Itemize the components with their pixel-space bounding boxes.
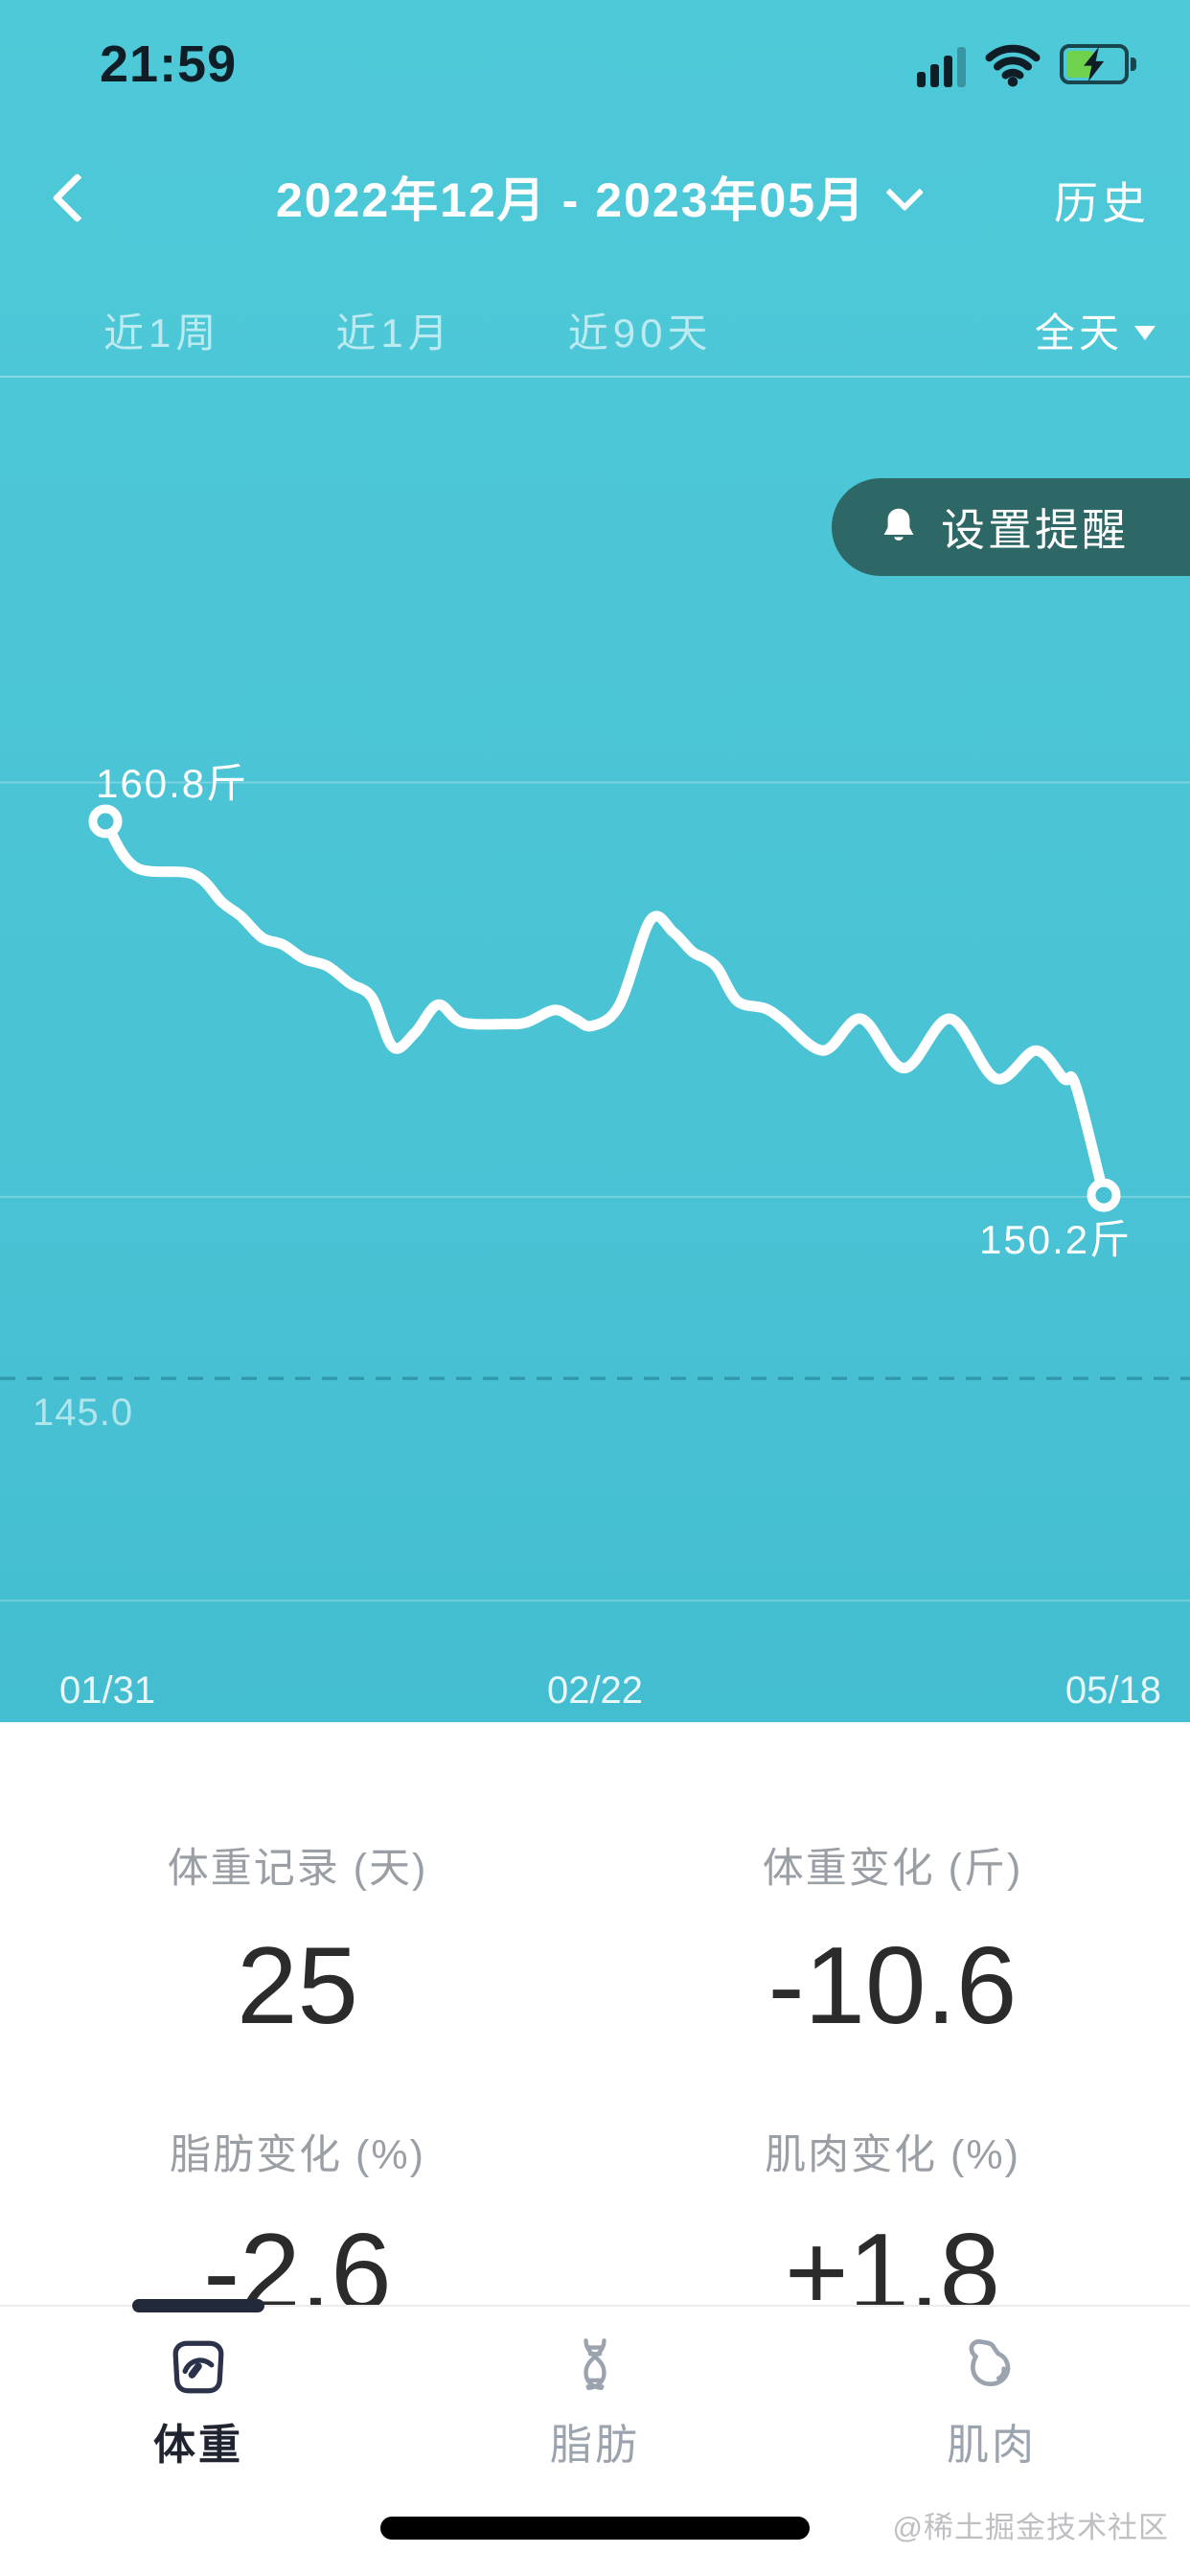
stat-weight-change: 体重变化 (斤) -10.6	[595, 1835, 1190, 2049]
bell-icon	[883, 508, 914, 540]
filter-last-month[interactable]: 近1月	[335, 310, 453, 356]
stat-label: 脂肪变化 (%)	[170, 2132, 425, 2178]
caret-down-icon	[1134, 325, 1156, 340]
stat-label: 体重变化 (斤)	[762, 1846, 1023, 1892]
battery-charging-icon	[1060, 44, 1136, 84]
cellular-signal-icon	[917, 41, 966, 87]
time-of-day-value: 全天	[1034, 310, 1123, 356]
stat-muscle-change: 肌肉变化 (%) +1.8	[595, 2122, 1190, 2335]
watermark: @稀土掘金技术社区	[892, 2511, 1169, 2544]
end-value-label: 150.2斤	[979, 1217, 1133, 1262]
home-indicator[interactable]	[380, 2517, 810, 2540]
start-value-label: 160.8斤	[96, 761, 249, 806]
weight-trend-chart[interactable]: 设置提醒 160.8斤 150.2斤 145.0 01/31 02/22 05/…	[0, 376, 1190, 1724]
filter-last-90-days[interactable]: 近90天	[567, 310, 713, 356]
tab-muscle[interactable]: 肌肉	[793, 2307, 1190, 2472]
date-range-selector[interactable]: 2022年12月 - 2023年05月	[0, 144, 1190, 249]
history-button[interactable]: 历史	[1054, 178, 1150, 228]
x-axis-label-end: 05/18	[1064, 1669, 1161, 1712]
tab-fat[interactable]: 脂肪	[397, 2307, 793, 2472]
filter-last-week[interactable]: 近1周	[103, 310, 221, 356]
muscle-icon	[969, 2339, 1011, 2386]
wifi-icon	[985, 44, 1041, 87]
tab-weight-label: 体重	[153, 2422, 243, 2469]
bottom-tab-bar: 体重 脂肪 肌肉	[0, 2299, 1190, 2472]
nav-header: 2022年12月 - 2023年05月 历史	[0, 144, 1190, 249]
scale-icon	[172, 2340, 224, 2394]
status-bar: 21:59	[0, 29, 1190, 105]
set-reminder-button[interactable]: 设置提醒	[832, 478, 1190, 576]
tab-fat-label: 脂肪	[550, 2422, 640, 2469]
date-range-title: 2022年12月 - 2023年05月	[275, 173, 867, 227]
status-time: 21:59	[100, 35, 238, 93]
stat-label: 肌肉变化 (%)	[765, 2132, 1020, 2178]
x-axis-labels: 01/31 02/22 05/18	[0, 1669, 1190, 1727]
chevron-down-icon	[885, 172, 925, 212]
set-reminder-label: 设置提醒	[941, 505, 1129, 555]
tab-muscle-label: 肌肉	[947, 2422, 1037, 2469]
weight-line-plot	[0, 781, 1190, 1602]
active-tab-indicator	[132, 2299, 264, 2312]
stat-label: 体重记录 (天)	[167, 1846, 428, 1892]
stat-value: -10.6	[767, 1925, 1018, 2047]
stat-value: 25	[237, 1925, 358, 2047]
tab-weight[interactable]: 体重	[0, 2299, 397, 2472]
stat-fat-change: 脂肪变化 (%) -2.6	[0, 2122, 595, 2335]
range-filter-bar: 近1周 近1月 近90天 全天	[0, 284, 1190, 376]
dna-icon	[584, 2338, 606, 2391]
status-icons	[917, 40, 1136, 88]
stats-panel: 体重记录 (天) 25 体重变化 (斤) -10.6 脂肪变化 (%) -2.6…	[0, 1722, 1190, 2335]
stat-weight-records: 体重记录 (天) 25	[0, 1835, 595, 2049]
x-axis-label-mid: 02/22	[546, 1669, 644, 1712]
time-of-day-dropdown[interactable]: 全天	[1035, 301, 1156, 359]
goal-value-label: 145.0	[33, 1392, 134, 1434]
x-axis-label-start: 01/31	[59, 1669, 156, 1712]
